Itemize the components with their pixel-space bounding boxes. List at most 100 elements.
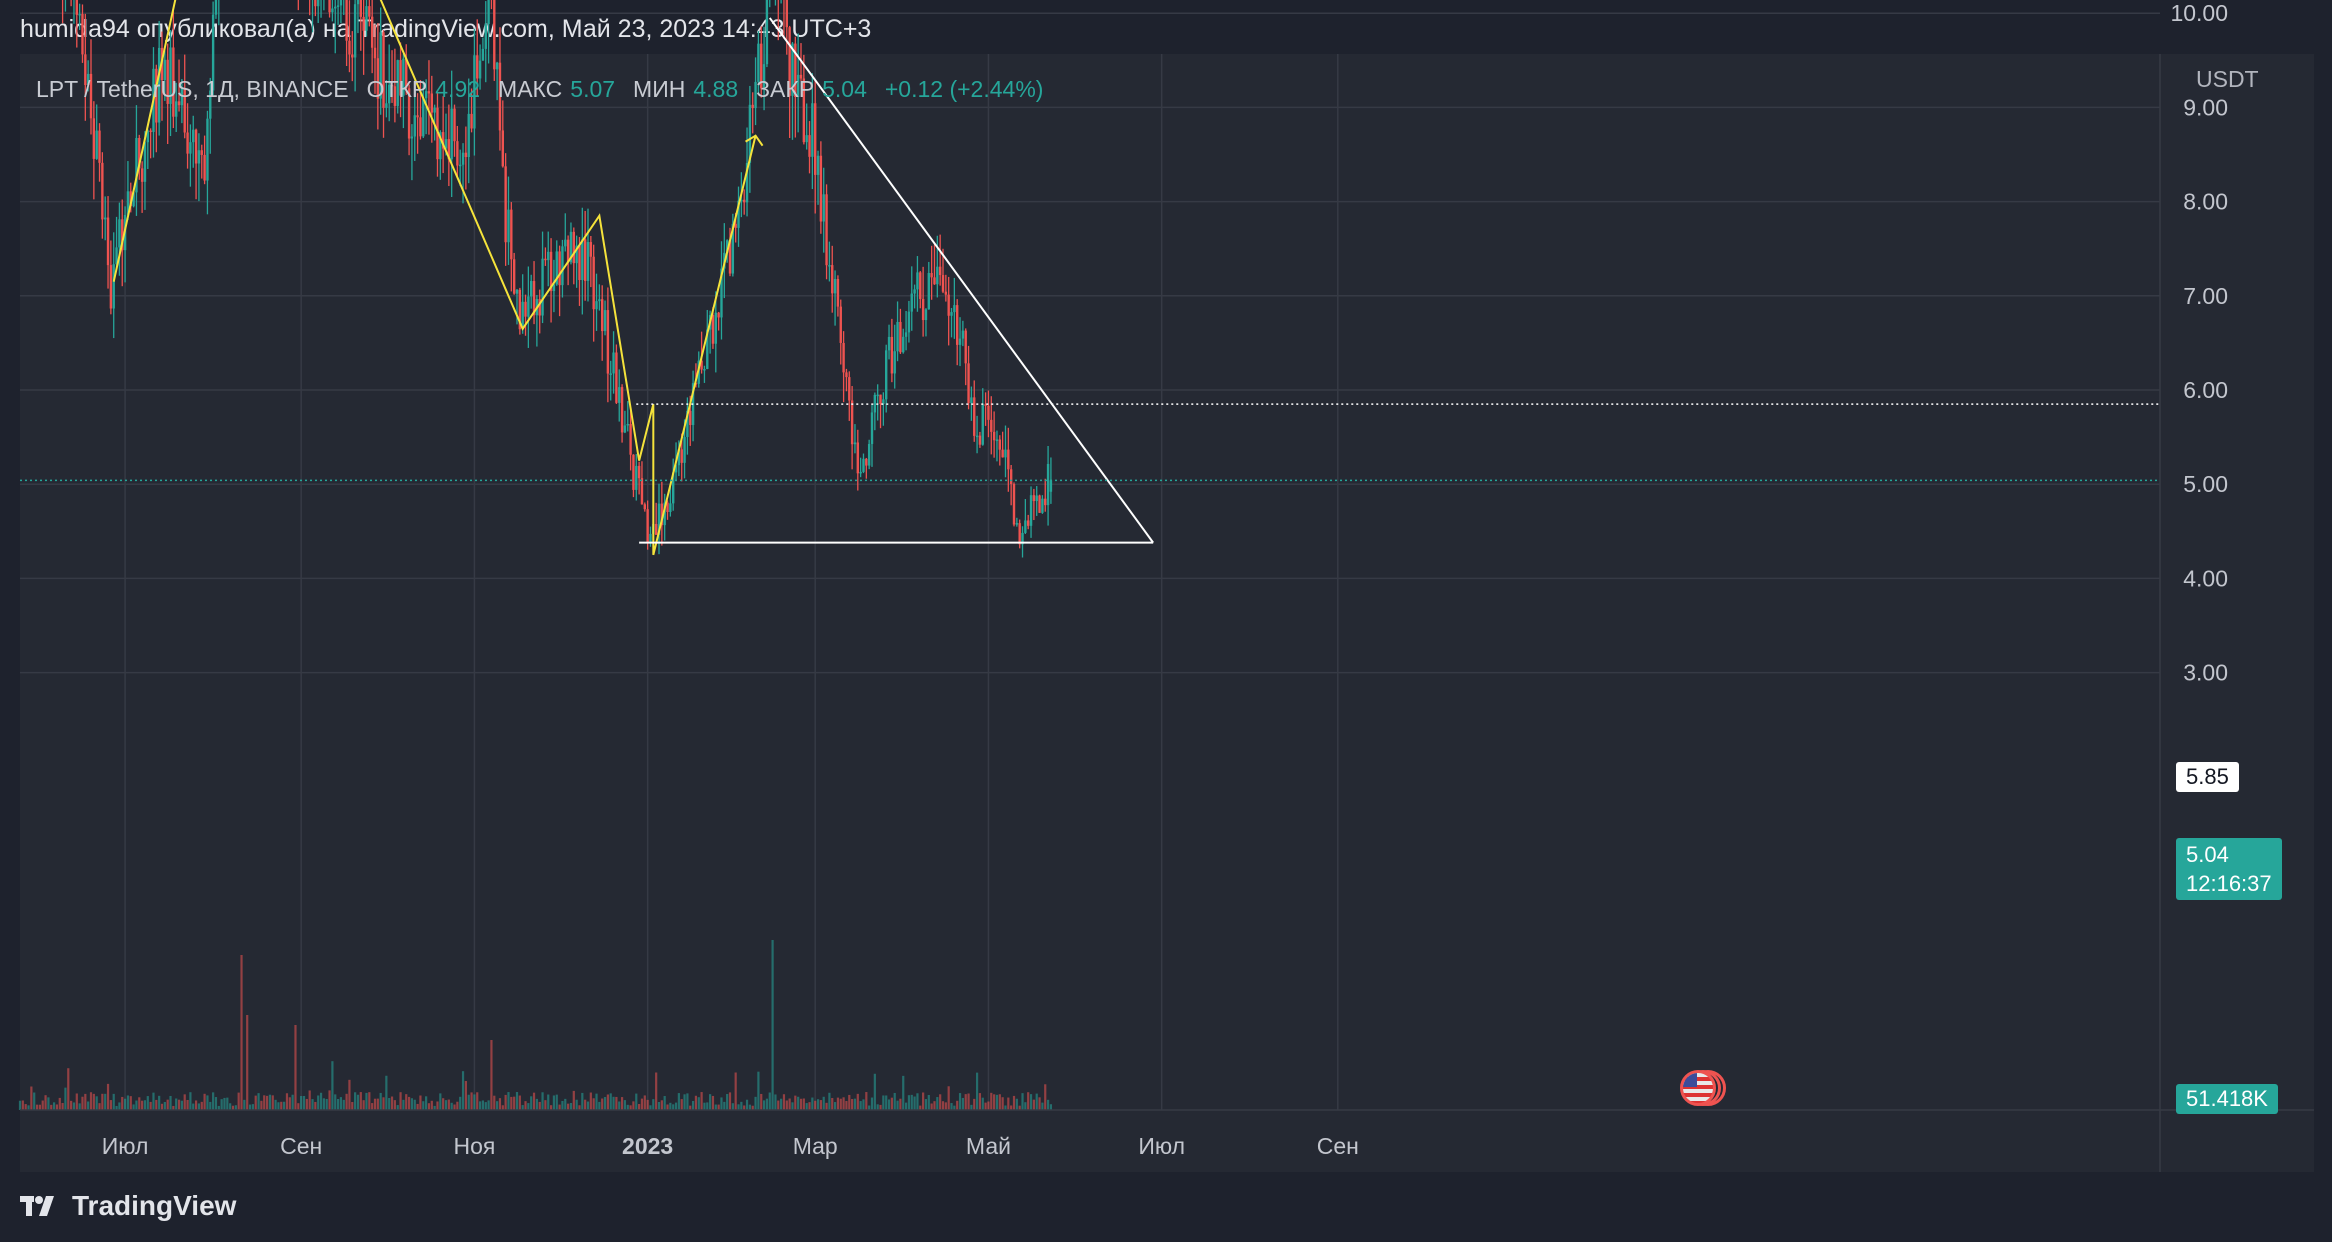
volume-bar: [953, 1105, 956, 1110]
candle-body: [558, 251, 561, 286]
chart-grid: [20, 12, 2160, 1110]
candle-body: [135, 137, 138, 193]
volume-bar: [101, 1093, 104, 1110]
candle-body: [348, 40, 351, 55]
descending-trendline: [768, 17, 1154, 544]
candle-body: [916, 272, 919, 290]
price-tick-label: 6.00: [2183, 377, 2228, 403]
volume-bar: [226, 1097, 229, 1110]
volume-bar: [444, 1100, 448, 1110]
volume-bar: [67, 1068, 70, 1110]
volume-bar: [263, 1095, 266, 1110]
candle-body: [970, 397, 973, 404]
candle-body: [359, 0, 362, 17]
candle-body: [331, 8, 334, 13]
candle-body: [620, 387, 624, 433]
price-tick-label: 4.00: [2183, 565, 2228, 591]
candle-body: [336, 5, 340, 7]
candle-body: [975, 435, 979, 438]
volume-bar: [498, 1098, 502, 1110]
volume-bar: [92, 1093, 95, 1110]
candle-body: [459, 164, 462, 167]
chart-area[interactable]: [20, 54, 2314, 1172]
candle-body: [907, 311, 911, 333]
volume-bar: [987, 1101, 990, 1110]
candle-body: [470, 113, 473, 129]
close-value: 5.04: [822, 76, 867, 102]
candle-body: [112, 264, 115, 309]
volume-bar: [126, 1095, 130, 1110]
candle-body: [819, 155, 823, 222]
volume-bar: [169, 1095, 172, 1110]
chart-axes: 13.0012.0011.0010.009.008.007.006.005.00…: [20, 0, 2314, 1172]
candle-body: [498, 62, 502, 131]
candle-body: [654, 523, 658, 535]
candle-body: [1029, 495, 1033, 526]
volume-bar: [89, 1092, 93, 1110]
candle-body: [356, 0, 360, 5]
candle-body: [615, 352, 618, 403]
volume-bar: [598, 1101, 601, 1110]
volume-bar: [470, 1092, 473, 1110]
candle-body: [209, 90, 212, 119]
volume-bar: [620, 1097, 624, 1110]
candle-body: [197, 150, 201, 164]
volume-bar: [402, 1099, 405, 1110]
candle-body: [75, 0, 78, 15]
volume-bar: [530, 1096, 533, 1110]
candle-body: [836, 279, 840, 307]
volume-bar: [748, 1104, 751, 1110]
candle-body: [728, 240, 732, 274]
candle-body: [757, 43, 760, 82]
candle-body: [933, 277, 936, 285]
tradingview-logo[interactable]: TradingView: [20, 1190, 236, 1222]
volume-bar: [354, 1092, 357, 1110]
candle-body: [714, 312, 717, 344]
candle-body: [512, 259, 516, 294]
candle-body: [973, 397, 976, 436]
volume-bar: [311, 1099, 314, 1110]
volume-bar: [189, 1092, 192, 1110]
candle-body: [853, 442, 857, 445]
candle-body: [581, 239, 584, 281]
candle-body: [121, 219, 124, 251]
candle-body: [169, 47, 172, 104]
volume-bar: [879, 1104, 882, 1110]
volume-bar: [61, 1103, 64, 1110]
volume-bar: [319, 1092, 323, 1110]
volume-bar: [706, 1102, 709, 1110]
candle-body: [177, 101, 181, 106]
symbol-name[interactable]: LPT / TetherUS, 1Д, BINANCE: [36, 76, 349, 102]
volume-bar: [975, 1072, 979, 1110]
volume-bar: [737, 1104, 740, 1110]
candle-body: [674, 465, 678, 473]
volume-bar: [1015, 1098, 1018, 1110]
candle-body: [106, 217, 110, 266]
volume-bar: [223, 1097, 226, 1110]
candle-body: [762, 64, 766, 89]
time-tick-label: Сен: [1317, 1133, 1359, 1159]
volume-bar: [799, 1098, 803, 1110]
volume-bar: [552, 1095, 556, 1110]
candle-body: [734, 223, 737, 228]
volume-bar: [524, 1101, 527, 1110]
candle-body: [552, 284, 556, 292]
candle-body: [1032, 495, 1036, 502]
volume-bar: [371, 1103, 374, 1110]
candle-body: [992, 431, 996, 441]
volume-bar: [629, 1105, 632, 1110]
candle-body: [453, 108, 456, 142]
events-icon[interactable]: [1680, 1070, 1726, 1110]
volume-bar: [513, 1096, 516, 1110]
candle-body: [967, 363, 970, 404]
volume-bar: [944, 1102, 947, 1110]
candle-body: [464, 152, 468, 158]
price-tick-label: 3.00: [2183, 660, 2228, 686]
volume-bar: [24, 1104, 27, 1110]
volume-bar: [1041, 1102, 1044, 1110]
candle-body: [981, 404, 984, 445]
candle-body: [524, 301, 527, 317]
volume-bar: [87, 1101, 90, 1110]
volume-bar: [21, 1100, 24, 1110]
